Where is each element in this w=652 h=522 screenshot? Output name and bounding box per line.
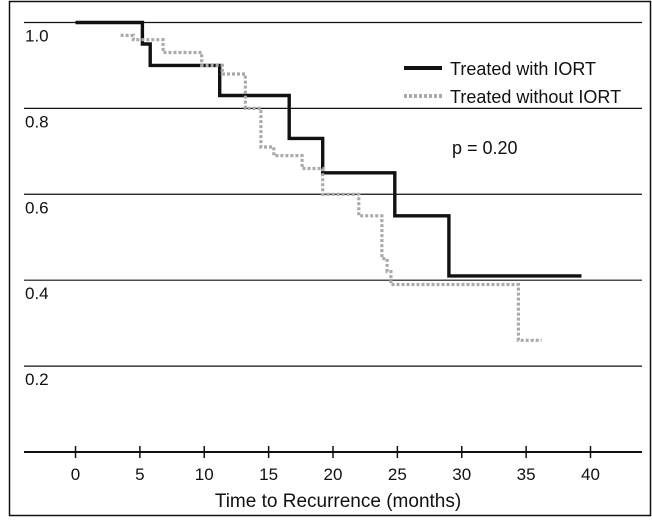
x-tick-label-0: 0 — [71, 465, 80, 484]
x-tick-label-40: 40 — [581, 465, 600, 484]
series-layer — [75, 20, 582, 342]
series-line-treated-without-iort — [120, 33, 542, 342]
x-tick-label-20: 20 — [324, 465, 343, 484]
plot-frame — [8, 0, 652, 517]
series-line-treated-with-iort — [75, 20, 582, 278]
x-tick-label-30: 30 — [452, 465, 471, 484]
legend: Treated with IORT Treated without IORT — [404, 59, 621, 107]
p-value-annotation: p = 0.20 — [452, 138, 518, 158]
x-tick-label-25: 25 — [388, 465, 407, 484]
x-axis: 0 5 10 15 20 25 30 35 40 — [24, 446, 642, 484]
x-tick-label-15: 15 — [259, 465, 278, 484]
y-tick-label-1: 1.0 — [25, 26, 49, 45]
y-tick-label-0-6: 0.6 — [25, 198, 49, 217]
x-axis-label: Time to Recurrence (months) — [215, 491, 461, 512]
x-tick-label-10: 10 — [195, 465, 214, 484]
x-tick-label-5: 5 — [135, 465, 144, 484]
legend-label-treated-with-iort: Treated with IORT — [450, 59, 596, 79]
y-tick-label-0-4: 0.4 — [25, 284, 49, 303]
y-tick-label-0-8: 0.8 — [25, 112, 49, 131]
x-tick-label-35: 35 — [517, 465, 536, 484]
legend-label-treated-without-iort: Treated without IORT — [450, 87, 621, 107]
y-tick-label-0-2: 0.2 — [25, 370, 49, 389]
